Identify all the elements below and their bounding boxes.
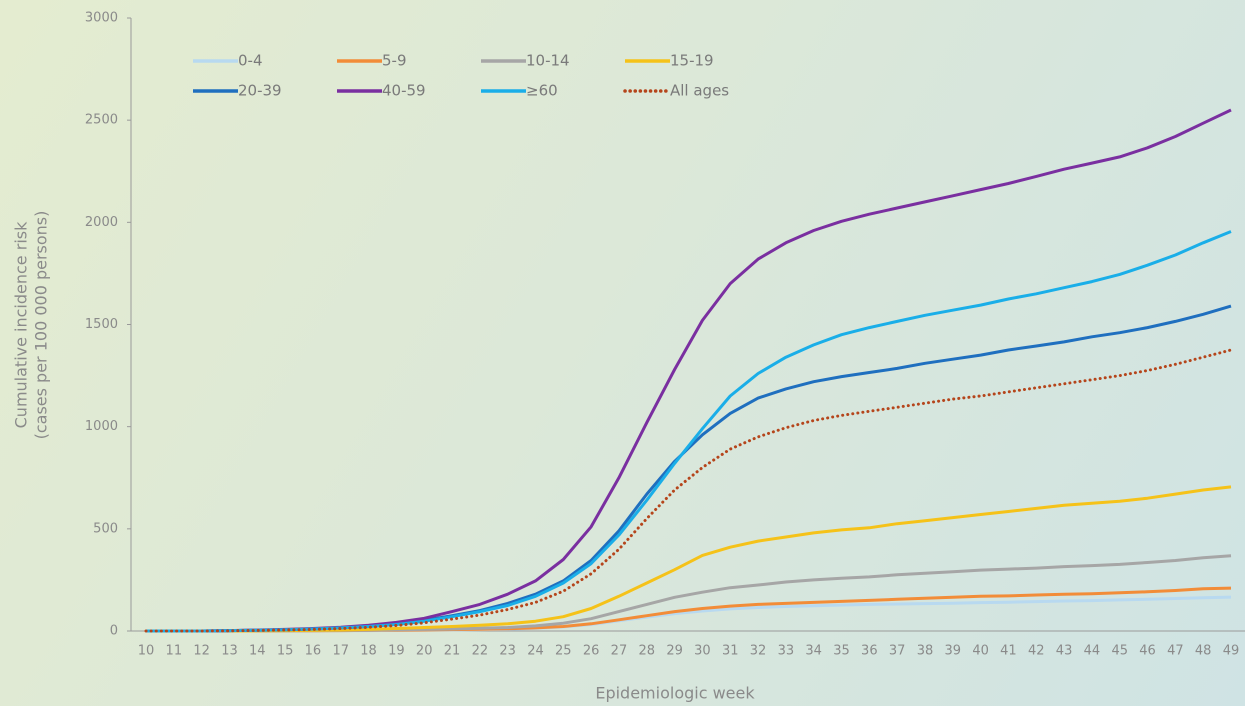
legend-label: All ages (670, 82, 729, 100)
x-tick-label: 41 (1000, 644, 1017, 659)
x-tick-label: 21 (444, 644, 461, 659)
y-axis-label: Cumulative incidence risk (12, 221, 31, 428)
x-tick-label: 20 (416, 644, 433, 659)
x-tick-label: 45 (1111, 644, 1128, 659)
x-tick-label: 24 (527, 644, 544, 659)
x-tick-label: 19 (388, 644, 405, 659)
x-tick-label: 47 (1167, 644, 1184, 659)
y-tick-label: 0 (110, 624, 118, 639)
x-tick-label: 31 (722, 644, 739, 659)
x-tick-label: 18 (360, 644, 377, 659)
x-tick-label: 37 (889, 644, 906, 659)
x-tick-label: 42 (1028, 644, 1045, 659)
x-tick-label: 27 (611, 644, 628, 659)
x-tick-label: 32 (750, 644, 767, 659)
x-tick-label: 28 (638, 644, 655, 659)
x-tick-label: 26 (583, 644, 600, 659)
legend-label: ≥60 (526, 82, 558, 100)
x-tick-label: 22 (472, 644, 489, 659)
series-line (146, 230, 1232, 633)
x-tick-label: 30 (694, 644, 711, 659)
x-tick-label: 40 (972, 644, 989, 659)
x-tick-label: 33 (778, 644, 795, 659)
x-tick-label: 17 (332, 644, 349, 659)
legend-label: 10-14 (526, 52, 570, 70)
y-tick-label: 1500 (85, 317, 118, 332)
x-axis-label: Epidemiologic week (595, 684, 755, 703)
series-line (146, 108, 1232, 633)
y-tick-label: 3000 (85, 11, 118, 26)
x-tick-label: 38 (917, 644, 934, 659)
x-tick-label: 13 (221, 644, 238, 659)
x-tick-label: 16 (305, 644, 322, 659)
x-tick-label: 15 (277, 644, 294, 659)
legend-label: 40-59 (382, 82, 426, 100)
x-tick-label: 14 (249, 644, 266, 659)
y-axis-label: (cases per 100 000 persons) (32, 211, 51, 440)
x-tick-label: 49 (1223, 644, 1240, 659)
series-line (146, 485, 1232, 633)
y-tick-label: 2500 (85, 113, 118, 128)
y-tick-label: 1000 (85, 419, 118, 434)
x-tick-label: 39 (945, 644, 962, 659)
x-tick-label: 23 (499, 644, 516, 659)
legend-label: 0-4 (238, 52, 263, 70)
x-tick-label: 29 (666, 644, 683, 659)
x-tick-label: 46 (1139, 644, 1156, 659)
series-line (146, 595, 1232, 633)
y-tick-label: 2000 (85, 215, 118, 230)
x-tick-label: 44 (1084, 644, 1101, 659)
x-tick-label: 48 (1195, 644, 1212, 659)
series-line (144, 348, 1233, 633)
y-tick-label: 500 (93, 521, 118, 536)
legend-label: 20-39 (238, 82, 282, 100)
x-tick-label: 34 (805, 644, 822, 659)
x-tick-label: 11 (166, 644, 183, 659)
legend-label: 15-19 (670, 52, 714, 70)
x-tick-label: 25 (555, 644, 572, 659)
x-tick-label: 10 (138, 644, 155, 659)
x-tick-label: 36 (861, 644, 878, 659)
legend-label: 5-9 (382, 52, 407, 70)
x-tick-label: 35 (833, 644, 850, 659)
series-line (146, 304, 1232, 633)
x-tick-label: 12 (193, 644, 210, 659)
x-tick-label: 43 (1056, 644, 1073, 659)
